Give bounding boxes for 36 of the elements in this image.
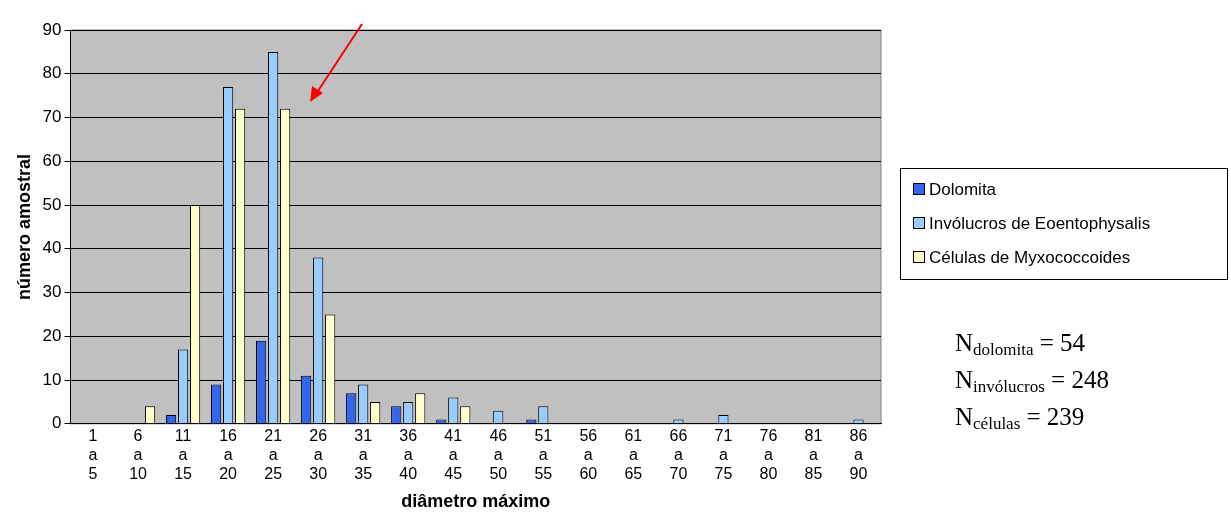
x-axis-title: diâmetro máximo [401,491,551,512]
x-tick-label: 51 a 55 [534,426,553,483]
x-tick-label: 76 a 80 [759,426,778,483]
y-axis-title: número amostral [13,153,34,300]
x-tick-label: 41 a 45 [444,426,463,483]
legend-label: Células de Myxococcoides [928,247,1132,269]
y-tick-label: 90 [42,19,62,39]
x-tick-label: 71 a 75 [714,426,733,483]
x-tick-label: 86 a 90 [849,426,868,483]
x-tick-label: 81 a 85 [804,426,823,483]
legend-label: Dolomita [928,179,998,201]
x-tick-label: 56 a 60 [579,426,598,483]
y-tick-label: 70 [42,107,62,127]
legend-label: Invólucros de Eoentophysalis [928,213,1152,235]
y-tick-label: 0 [52,413,62,433]
x-tick-label: 11 a 15 [174,426,193,483]
x-tick-label: 61 a 65 [624,426,643,483]
x-tick-label: 46 a 50 [489,426,508,483]
y-tick-label: 40 [42,238,62,258]
x-tick-label: 21 a 25 [264,426,283,483]
text: N$_{invólucros}$ = 248 [955,365,1109,398]
y-tick-label: 60 [42,150,62,170]
x-tick-label: 31 a 35 [354,426,373,483]
y-tick-label: 10 [42,369,62,389]
x-tick-label: 16 a 20 [219,426,238,483]
x-tick-label: 36 a 40 [399,426,418,483]
y-tick-label: 80 [42,63,62,83]
x-tick-label: 66 a 70 [669,426,688,483]
x-tick-label: 26 a 30 [309,426,328,483]
x-tick-label: 1 a 5 [88,426,98,483]
text: N$_{dolomita}$ = 54 [955,328,1087,361]
y-tick-label: 50 [42,194,62,214]
text: N$_{células}$ = 239 [955,402,1086,435]
y-tick-label: 30 [42,282,62,302]
x-tick-label: 6 a 10 [129,426,148,483]
y-tick-label: 20 [42,325,62,345]
